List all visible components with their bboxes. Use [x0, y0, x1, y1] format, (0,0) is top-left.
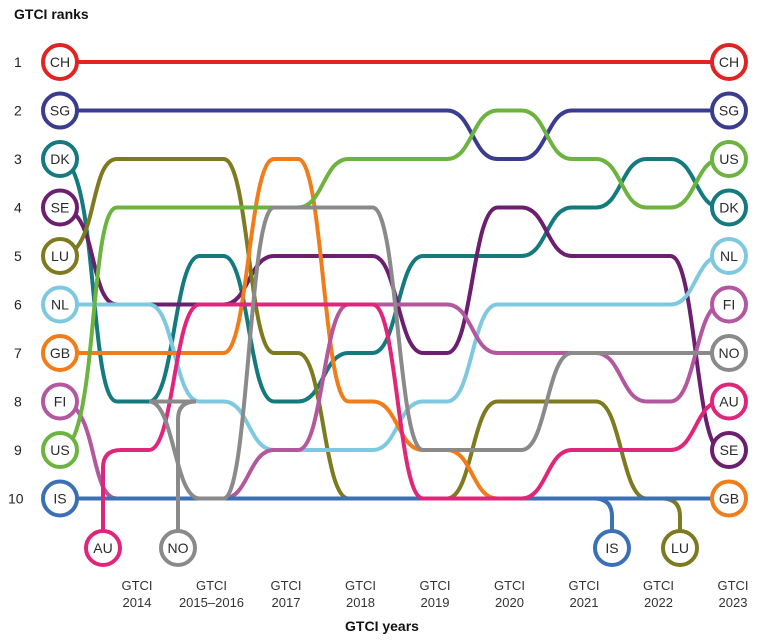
rank-label: 9 — [14, 442, 22, 458]
svg-text:IS: IS — [53, 491, 66, 507]
node-lu-start: LU — [41, 237, 79, 275]
rank-label: 3 — [14, 151, 22, 167]
country-nodes: CH CH SG SG DK DK SE SE LU LU NL NL GB GB FI FI US US IS IS… — [41, 43, 748, 567]
bump-lines — [58, 59, 734, 532]
node-ch-end: CH — [710, 43, 748, 81]
series-line-dk — [58, 157, 733, 404]
year-label: GTCI 2017 — [270, 578, 301, 610]
svg-text:DK: DK — [50, 151, 70, 167]
year-label: GTCI 2018 — [345, 578, 376, 610]
rank-label: 6 — [14, 297, 22, 313]
svg-text:AU: AU — [719, 394, 738, 410]
rank-label: 4 — [14, 200, 22, 216]
node-is-end: IS — [593, 529, 631, 567]
svg-text:DK: DK — [719, 200, 739, 216]
node-gb-start: GB — [41, 334, 79, 372]
node-sg-start: SG — [41, 91, 79, 130]
year-label: GTCI 2022 — [643, 578, 674, 610]
rank-label: 5 — [14, 248, 22, 264]
svg-text:GB: GB — [719, 491, 739, 507]
rank-label: 8 — [14, 394, 22, 410]
series-line-sg — [58, 108, 733, 161]
node-nl-end: NL — [710, 237, 748, 275]
node-au-start: AU — [84, 529, 122, 567]
svg-text:NL: NL — [720, 248, 738, 264]
svg-text:CH: CH — [50, 54, 70, 70]
svg-text:SE: SE — [720, 442, 739, 458]
chart-title: GTCI ranks — [14, 6, 89, 22]
x-axis-title: GTCI years — [345, 618, 419, 634]
node-ch-start: CH — [41, 43, 79, 81]
series-line-no — [148, 205, 733, 532]
svg-text:AU: AU — [93, 540, 112, 556]
node-se-start: SE — [41, 188, 79, 227]
node-dk-start: DK — [41, 140, 79, 178]
year-label: GTCI 2023 — [717, 578, 748, 610]
node-no-end: NO — [710, 334, 748, 372]
svg-text:CH: CH — [719, 54, 739, 70]
svg-text:NO: NO — [168, 540, 189, 556]
rank-label: 1 — [14, 54, 22, 70]
node-lu-end: LU — [661, 529, 699, 567]
series-line-nl — [58, 253, 734, 453]
node-gb-end: GB — [710, 479, 748, 518]
node-nl-start: NL — [41, 285, 79, 324]
year-label: GTCI 2014 — [121, 578, 152, 610]
node-au-end: AU — [710, 382, 748, 421]
svg-text:US: US — [50, 442, 69, 458]
year-label: GTCI 2021 — [568, 578, 599, 610]
node-fi-start: FI — [41, 382, 79, 421]
node-us-start: US — [41, 431, 79, 469]
rank-label: 7 — [14, 345, 22, 361]
series-line-us — [58, 108, 733, 452]
svg-text:SG: SG — [719, 103, 739, 119]
node-no-start: NO — [159, 529, 197, 567]
year-label: GTCI 2020 — [494, 578, 525, 610]
node-se-end: SE — [710, 431, 748, 469]
svg-text:GB: GB — [50, 345, 70, 361]
svg-text:US: US — [719, 151, 738, 167]
year-label: GTCI 2015–2016 — [179, 578, 244, 610]
node-is-start: IS — [41, 479, 79, 518]
rank-label: 2 — [14, 103, 22, 119]
year-label: GTCI 2019 — [419, 578, 450, 610]
svg-text:SG: SG — [50, 103, 70, 119]
node-fi-end: FI — [710, 285, 748, 324]
svg-text:NL: NL — [51, 297, 69, 313]
series-line-is — [58, 496, 721, 532]
svg-text:LU: LU — [51, 248, 69, 264]
svg-text:FI: FI — [54, 394, 66, 410]
svg-text:SE: SE — [51, 200, 70, 216]
node-dk-end: DK — [710, 188, 748, 227]
series-line-se — [58, 205, 734, 453]
node-us-end: US — [710, 140, 748, 178]
rank-label: 10 — [8, 491, 24, 507]
series-line-au — [101, 302, 733, 532]
node-sg-end: SG — [710, 91, 748, 130]
svg-text:IS: IS — [605, 540, 618, 556]
svg-text:FI: FI — [723, 297, 735, 313]
svg-text:NO: NO — [719, 345, 740, 361]
svg-text:LU: LU — [671, 540, 689, 556]
